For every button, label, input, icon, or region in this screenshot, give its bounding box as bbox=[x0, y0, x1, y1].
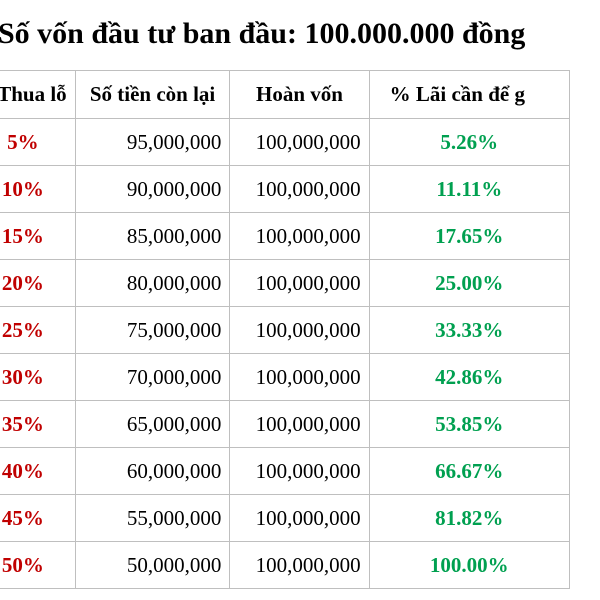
loss-cell: 10% bbox=[0, 165, 76, 213]
gain-cell: 42.86% bbox=[368, 353, 571, 401]
gain-cell: 5.26% bbox=[368, 118, 571, 166]
breakeven-cell: 100,000,000 bbox=[229, 447, 370, 495]
table-row: 20% 80,000,000 100,000,000 25.00% bbox=[0, 259, 571, 307]
page-title: Số vốn đầu tư ban đầu: 100.000.000 đồng bbox=[0, 17, 526, 50]
loss-cell: 20% bbox=[0, 259, 76, 307]
table-row: 30% 70,000,000 100,000,000 42.86% bbox=[0, 353, 571, 401]
header-loss: Thua lỗ bbox=[0, 70, 76, 119]
header-gain: % Lãi cần để g bbox=[368, 70, 571, 119]
remaining-cell: 95,000,000 bbox=[74, 118, 231, 166]
table-row: 10% 90,000,000 100,000,000 11.11% bbox=[0, 165, 571, 213]
remaining-cell: 90,000,000 bbox=[74, 165, 231, 213]
breakeven-cell: 100,000,000 bbox=[229, 400, 370, 448]
breakeven-cell: 100,000,000 bbox=[229, 118, 370, 166]
remaining-cell: 85,000,000 bbox=[74, 212, 231, 260]
table-row: 5% 95,000,000 100,000,000 5.26% bbox=[0, 118, 571, 166]
header-row: Thua lỗ Số tiền còn lại Hoàn vốn % Lãi c… bbox=[0, 70, 571, 119]
gain-cell: 11.11% bbox=[368, 165, 571, 213]
table-row: 25% 75,000,000 100,000,000 33.33% bbox=[0, 306, 571, 354]
breakeven-cell: 100,000,000 bbox=[229, 353, 370, 401]
remaining-cell: 55,000,000 bbox=[74, 494, 231, 542]
table-row: 50% 50,000,000 100,000,000 100.00% bbox=[0, 541, 571, 589]
table-row: 15% 85,000,000 100,000,000 17.65% bbox=[0, 212, 571, 260]
remaining-cell: 65,000,000 bbox=[74, 400, 231, 448]
gain-cell: 100.00% bbox=[368, 541, 571, 589]
gain-cell: 53.85% bbox=[368, 400, 571, 448]
gain-cell: 25.00% bbox=[368, 259, 571, 307]
gain-cell: 33.33% bbox=[368, 306, 571, 354]
remaining-cell: 70,000,000 bbox=[74, 353, 231, 401]
loss-cell: 40% bbox=[0, 447, 76, 495]
breakeven-cell: 100,000,000 bbox=[229, 306, 370, 354]
loss-cell: 25% bbox=[0, 306, 76, 354]
breakeven-cell: 100,000,000 bbox=[229, 165, 370, 213]
loss-cell: 35% bbox=[0, 400, 76, 448]
loss-recovery-table: Thua lỗ Số tiền còn lại Hoàn vốn % Lãi c… bbox=[0, 70, 571, 589]
table-row: 40% 60,000,000 100,000,000 66.67% bbox=[0, 447, 571, 495]
breakeven-cell: 100,000,000 bbox=[229, 212, 370, 260]
remaining-cell: 75,000,000 bbox=[74, 306, 231, 354]
header-breakeven: Hoàn vốn bbox=[229, 70, 370, 119]
loss-cell: 30% bbox=[0, 353, 76, 401]
header-remaining: Số tiền còn lại bbox=[74, 70, 231, 119]
loss-cell: 5% bbox=[0, 118, 76, 166]
breakeven-cell: 100,000,000 bbox=[229, 541, 370, 589]
loss-cell: 45% bbox=[0, 494, 76, 542]
breakeven-cell: 100,000,000 bbox=[229, 259, 370, 307]
remaining-cell: 60,000,000 bbox=[74, 447, 231, 495]
remaining-cell: 80,000,000 bbox=[74, 259, 231, 307]
gain-cell: 17.65% bbox=[368, 212, 571, 260]
breakeven-cell: 100,000,000 bbox=[229, 494, 370, 542]
loss-cell: 50% bbox=[0, 541, 76, 589]
table-row: 35% 65,000,000 100,000,000 53.85% bbox=[0, 400, 571, 448]
loss-cell: 15% bbox=[0, 212, 76, 260]
gain-cell: 81.82% bbox=[368, 494, 571, 542]
table-row: 45% 55,000,000 100,000,000 81.82% bbox=[0, 494, 571, 542]
gain-cell: 66.67% bbox=[368, 447, 571, 495]
remaining-cell: 50,000,000 bbox=[74, 541, 231, 589]
